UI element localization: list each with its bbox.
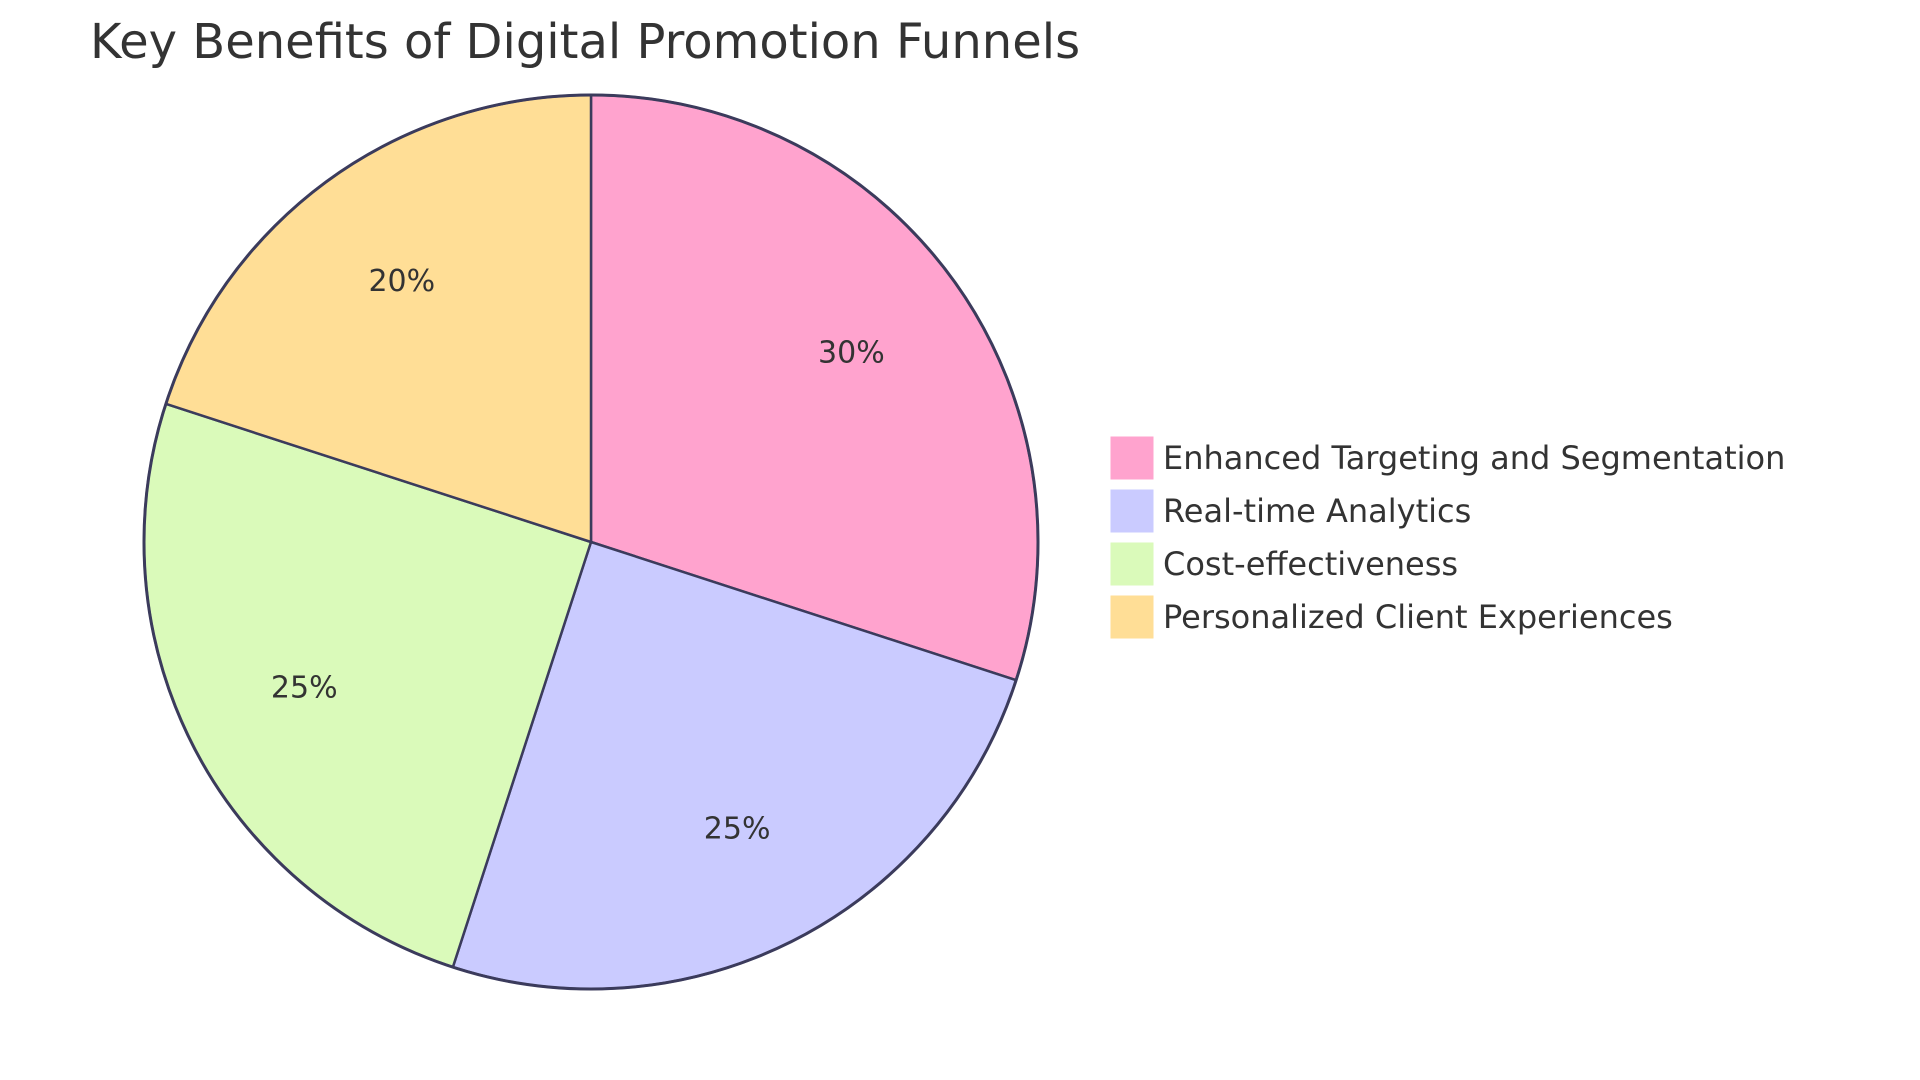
slice-value-label-3: 20% [368,264,435,299]
slice-value-label-2: 25% [271,671,338,706]
legend: Enhanced Targeting and Segmentation Real-… [1109,435,1785,640]
legend-swatch-2 [1109,541,1155,587]
slice-value-label-1: 25% [704,811,771,846]
legend-label-0: Enhanced Targeting and Segmentation [1163,439,1785,477]
legend-swatch-3 [1109,594,1155,640]
pie-slice-labels: 30% 25% 25% 20% [271,264,885,846]
legend-label-3: Personalized Client Experiences [1163,598,1673,636]
pie-slices [142,93,1040,991]
legend-label-2: Cost-effectiveness [1163,545,1458,583]
pie-outline [142,93,1040,991]
slice-value-label-0: 30% [818,335,885,370]
legend-swatch-0 [1109,435,1155,481]
legend-label-1: Real-time Analytics [1163,492,1471,530]
legend-swatch-1 [1109,488,1155,534]
chart-title: Key Benefits of Digital Promotion Funnel… [90,14,1080,70]
